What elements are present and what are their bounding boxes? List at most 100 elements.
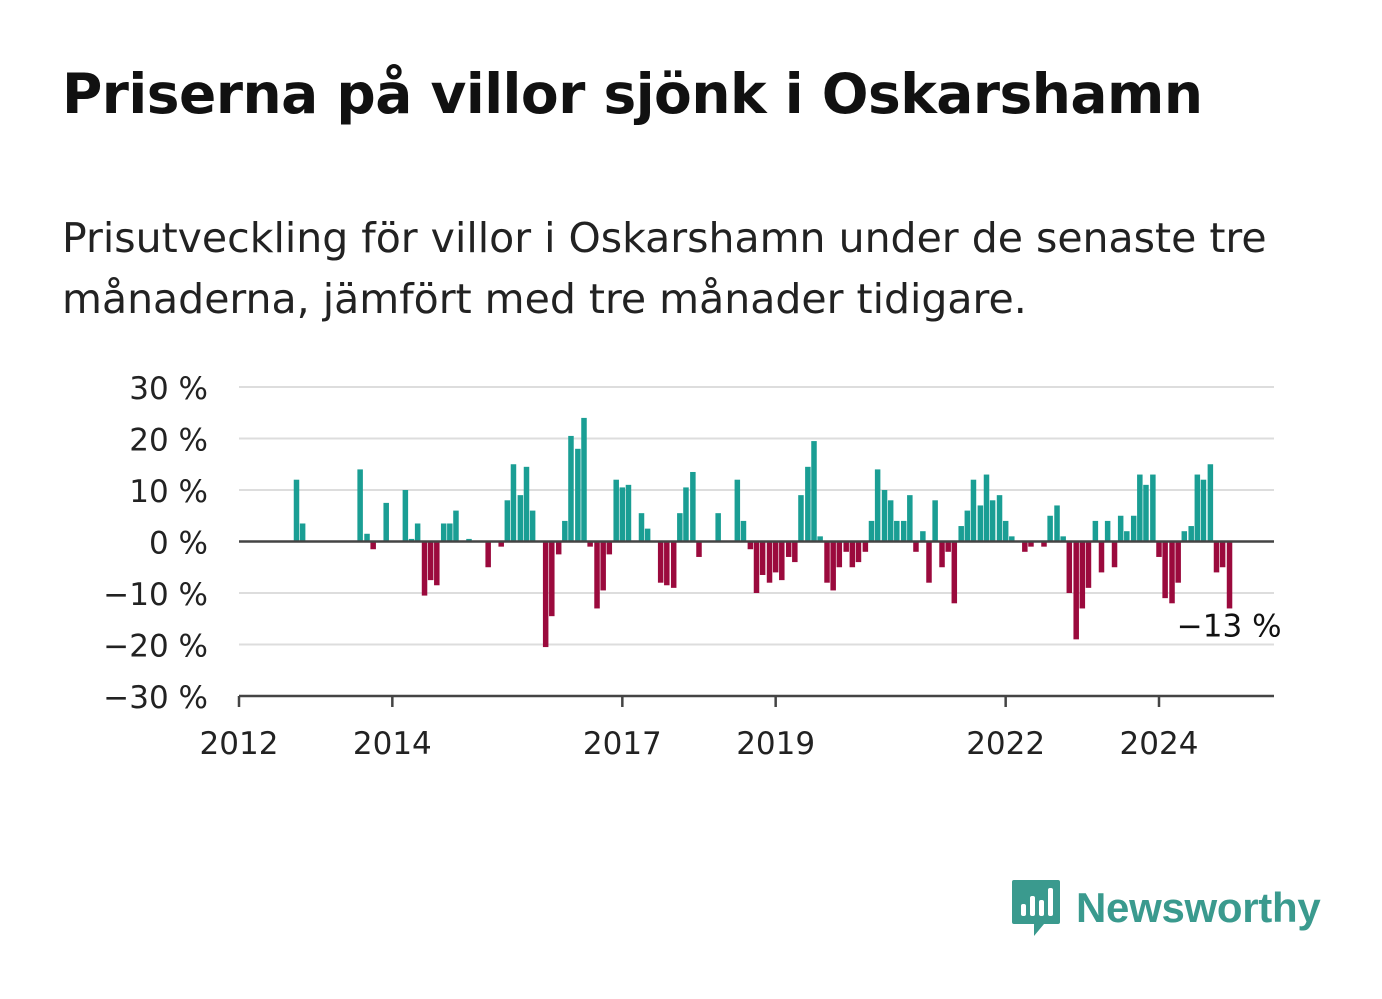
newsworthy-logo[interactable]: Newsworthy xyxy=(1010,878,1321,938)
bar xyxy=(1156,541,1162,557)
bar xyxy=(894,520,900,542)
bar xyxy=(447,523,453,542)
bar xyxy=(926,541,932,583)
bar xyxy=(753,541,760,593)
bar xyxy=(983,474,990,542)
bar xyxy=(811,441,817,542)
y-tick-label: 30 % xyxy=(129,371,208,407)
bar xyxy=(427,541,434,581)
bar xyxy=(453,510,459,542)
bar xyxy=(1098,541,1105,573)
y-tick-label: −20 % xyxy=(103,629,208,665)
bar xyxy=(529,510,536,542)
bar xyxy=(740,520,747,542)
bar xyxy=(1124,531,1130,542)
bar-chart-speech-bubble-icon xyxy=(1012,880,1060,936)
bar xyxy=(421,541,428,596)
bar xyxy=(504,500,511,542)
bar xyxy=(625,484,632,542)
bar xyxy=(549,541,555,617)
y-tick-label: 0 % xyxy=(149,526,208,562)
bar xyxy=(1137,474,1143,542)
chart-subtitle: Prisutveckling för villor i Oskarshamn u… xyxy=(62,214,1267,323)
x-tick-label: 2024 xyxy=(1120,726,1199,762)
bar xyxy=(613,479,619,542)
x-tick-label: 2017 xyxy=(583,726,662,762)
bar xyxy=(868,520,875,542)
bar xyxy=(766,541,773,583)
bar xyxy=(657,541,664,583)
bar xyxy=(1028,541,1034,547)
bar xyxy=(1200,479,1207,542)
bar xyxy=(1219,541,1226,568)
bar xyxy=(951,541,958,604)
bar xyxy=(779,541,785,581)
x-tick-label: 2019 xyxy=(736,726,815,762)
bar xyxy=(1188,526,1194,542)
bar xyxy=(836,541,843,568)
bar xyxy=(945,541,951,552)
bar xyxy=(958,526,964,542)
bar xyxy=(523,466,530,542)
bar xyxy=(907,495,913,542)
bar xyxy=(996,495,1003,542)
bar xyxy=(440,523,447,542)
bar xyxy=(357,469,363,542)
x-tick-label: 2014 xyxy=(353,726,432,762)
bar xyxy=(1150,474,1156,542)
bar xyxy=(1104,520,1111,542)
bar xyxy=(1066,541,1073,593)
bar xyxy=(817,536,823,542)
bar xyxy=(364,533,370,542)
bar xyxy=(772,541,779,573)
bar xyxy=(683,487,689,542)
bar xyxy=(830,541,836,591)
bar xyxy=(670,541,677,588)
bar xyxy=(383,502,389,542)
x-tick-label: 2022 xyxy=(966,726,1045,762)
bar xyxy=(855,541,862,563)
bar-chart: 30 % 20 % 10 % 0 % −10 % −20 % −30 % 2012 2014 20… xyxy=(103,371,1282,762)
bar xyxy=(715,513,721,542)
y-tick-label: −30 % xyxy=(103,680,208,716)
bar xyxy=(932,500,938,542)
bar xyxy=(498,541,504,547)
bar-series xyxy=(293,417,1233,648)
bar xyxy=(619,487,626,542)
y-tick-label: 20 % xyxy=(129,423,208,459)
bar xyxy=(805,466,811,542)
last-value-annotation: −13 % xyxy=(1177,608,1282,644)
axes xyxy=(237,540,1274,707)
bar xyxy=(1085,541,1092,588)
bar xyxy=(1002,520,1009,542)
bar xyxy=(370,541,376,550)
chart-title: Priserna på villor sjönk i Oskarshamn xyxy=(62,62,1203,126)
bar xyxy=(644,528,651,542)
bar xyxy=(1047,515,1053,542)
bar xyxy=(989,500,996,542)
bar xyxy=(1117,515,1124,542)
bar xyxy=(600,541,606,591)
bar xyxy=(1194,474,1201,542)
bar xyxy=(664,541,670,586)
bar xyxy=(562,520,568,542)
bar xyxy=(913,541,919,552)
bar xyxy=(542,541,549,648)
bar xyxy=(408,538,415,542)
bar xyxy=(1175,541,1181,583)
bar xyxy=(690,471,696,542)
brand-name: Newsworthy xyxy=(1076,884,1321,931)
bar xyxy=(1041,541,1047,547)
bar xyxy=(434,541,440,586)
bar xyxy=(1009,536,1015,542)
y-tick-label: −10 % xyxy=(103,577,208,613)
bar xyxy=(510,464,517,542)
bar xyxy=(874,469,881,542)
bar xyxy=(485,541,491,568)
bar xyxy=(555,541,562,555)
bar xyxy=(798,495,804,542)
bar xyxy=(881,490,888,542)
bar xyxy=(581,417,587,542)
bar xyxy=(293,479,300,542)
bar xyxy=(1207,464,1214,542)
